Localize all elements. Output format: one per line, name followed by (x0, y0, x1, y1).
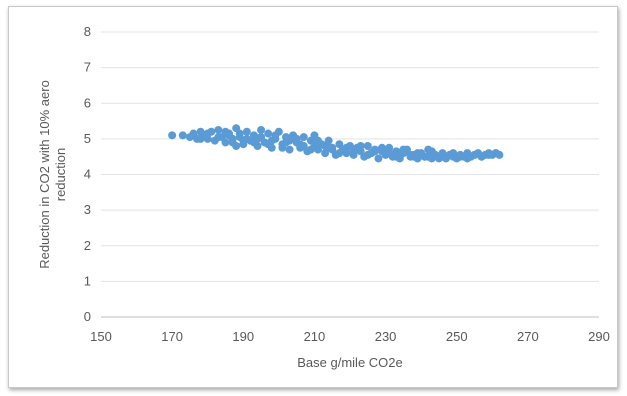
data-point (463, 154, 472, 163)
data-point (338, 145, 347, 154)
data-point (228, 138, 237, 147)
data-point (225, 131, 234, 140)
data-point (424, 152, 433, 161)
x-tick-label: 250 (446, 329, 468, 344)
data-point (470, 150, 479, 159)
data-point (324, 143, 333, 152)
scatter-chart: 150 170 190 210 230 250 270 290 0 1 2 3 4 5 6 7 8 Base … (37, 24, 610, 370)
data-point (214, 125, 223, 134)
x-tick-label: 230 (375, 329, 397, 344)
y-tick-label: 7 (84, 60, 91, 75)
y-tick-label: 5 (84, 131, 91, 146)
data-point (221, 138, 230, 147)
data-point (178, 131, 187, 140)
y-tick-label: 2 (84, 238, 91, 253)
data-points (168, 124, 504, 163)
data-point (484, 150, 493, 159)
x-tick-label: 170 (161, 329, 183, 344)
data-point (438, 152, 447, 161)
data-point (281, 138, 290, 147)
data-point (285, 145, 294, 154)
x-tick-label: 210 (304, 329, 326, 344)
data-point (267, 136, 276, 145)
data-point (363, 142, 372, 150)
x-tick-label: 190 (232, 329, 254, 344)
y-tick-label: 6 (84, 95, 91, 110)
y-tick-label: 4 (84, 167, 91, 182)
data-point (410, 152, 419, 161)
y-tick-label: 3 (84, 202, 91, 217)
x-axis-title: Base g/mile CO2e (297, 355, 403, 370)
chart-frame: 150 170 190 210 230 250 270 290 0 1 2 3 4 5 6 7 8 Base … (8, 6, 618, 388)
data-point (395, 150, 404, 159)
x-tick-label: 150 (90, 329, 112, 344)
y-tick-label: 1 (84, 273, 91, 288)
x-tick-label: 270 (517, 329, 539, 344)
data-point (381, 149, 390, 158)
x-axis-ticks: 150 170 190 210 230 250 270 290 (90, 329, 610, 344)
x-tick-label: 290 (588, 329, 610, 344)
data-point (253, 134, 262, 143)
data-point (353, 145, 362, 154)
data-point (257, 125, 266, 134)
data-point (299, 133, 308, 142)
data-point (449, 149, 458, 158)
data-point (477, 152, 486, 161)
data-point (242, 127, 251, 136)
y-axis-ticks: 0 1 2 3 4 5 6 7 8 (84, 24, 91, 324)
data-point (203, 129, 212, 138)
data-point (491, 149, 500, 158)
y-axis-title: Reduction in CO2 with 10% aeroreduction (37, 80, 68, 269)
data-point (214, 133, 223, 142)
data-point (196, 134, 205, 143)
data-point (235, 129, 244, 138)
data-point (456, 152, 465, 161)
data-point (168, 131, 177, 140)
y-tick-label: 0 (84, 309, 91, 324)
data-point (239, 136, 248, 145)
gridlines (101, 31, 599, 318)
y-tick-label: 8 (84, 24, 91, 39)
data-point (310, 142, 319, 150)
data-point (367, 149, 376, 158)
data-point (296, 140, 305, 149)
data-point (264, 129, 273, 138)
data-point (374, 154, 383, 163)
